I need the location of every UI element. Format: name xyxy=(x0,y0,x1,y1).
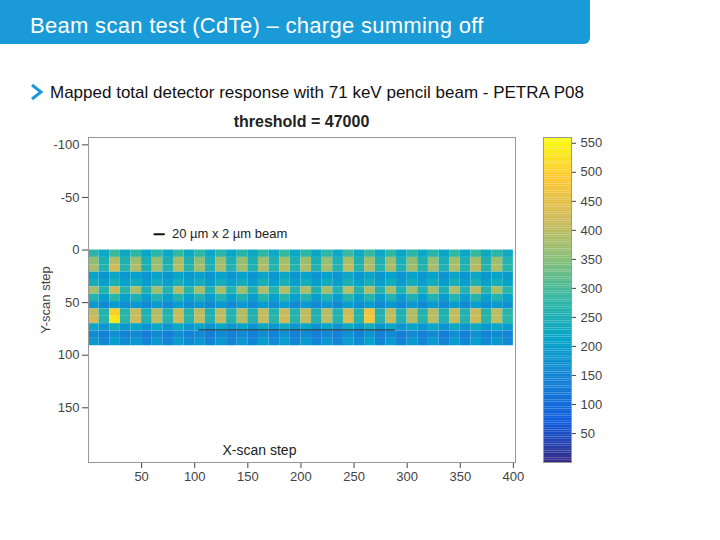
svg-text:150: 150 xyxy=(58,400,80,415)
html-text:Mapped total detector response: Mapped total detector response with 71 k… xyxy=(50,83,584,102)
svg-text:50: 50 xyxy=(581,426,595,441)
svg-text:200: 200 xyxy=(581,339,603,354)
svg-text:0: 0 xyxy=(72,242,79,257)
svg-text:550: 550 xyxy=(581,135,603,150)
svg-text:100: 100 xyxy=(184,469,206,484)
svg-text:Y-scan step: Y-scan step xyxy=(38,266,53,333)
html-text:Beam scan test (CdTe) – charge: Beam scan test (CdTe) – charge summing o… xyxy=(30,13,484,38)
svg-text:400: 400 xyxy=(581,223,603,238)
svg-text:450: 450 xyxy=(581,193,603,208)
svg-text:400: 400 xyxy=(503,469,525,484)
svg-text:150: 150 xyxy=(237,469,259,484)
svg-text:250: 250 xyxy=(581,310,603,325)
svg-text:50: 50 xyxy=(134,469,148,484)
svg-text:100: 100 xyxy=(58,347,80,362)
svg-text:20 µm x 2 µm beam: 20 µm x 2 µm beam xyxy=(172,226,287,241)
svg-text:X-scan step: X-scan step xyxy=(223,442,297,458)
svg-text:350: 350 xyxy=(449,469,471,484)
svg-text:100: 100 xyxy=(581,397,603,412)
svg-text:350: 350 xyxy=(581,252,603,267)
svg-text:300: 300 xyxy=(396,469,418,484)
svg-text:-100: -100 xyxy=(53,137,79,152)
svg-text:200: 200 xyxy=(290,469,312,484)
html-text:threshold = 47000: threshold = 47000 xyxy=(233,113,370,130)
svg-text:500: 500 xyxy=(581,164,603,179)
svg-text:50: 50 xyxy=(65,295,79,310)
svg-text:250: 250 xyxy=(343,469,365,484)
svg-text:300: 300 xyxy=(581,281,603,296)
svg-text:-50: -50 xyxy=(61,190,80,205)
svg-text:150: 150 xyxy=(581,368,603,383)
